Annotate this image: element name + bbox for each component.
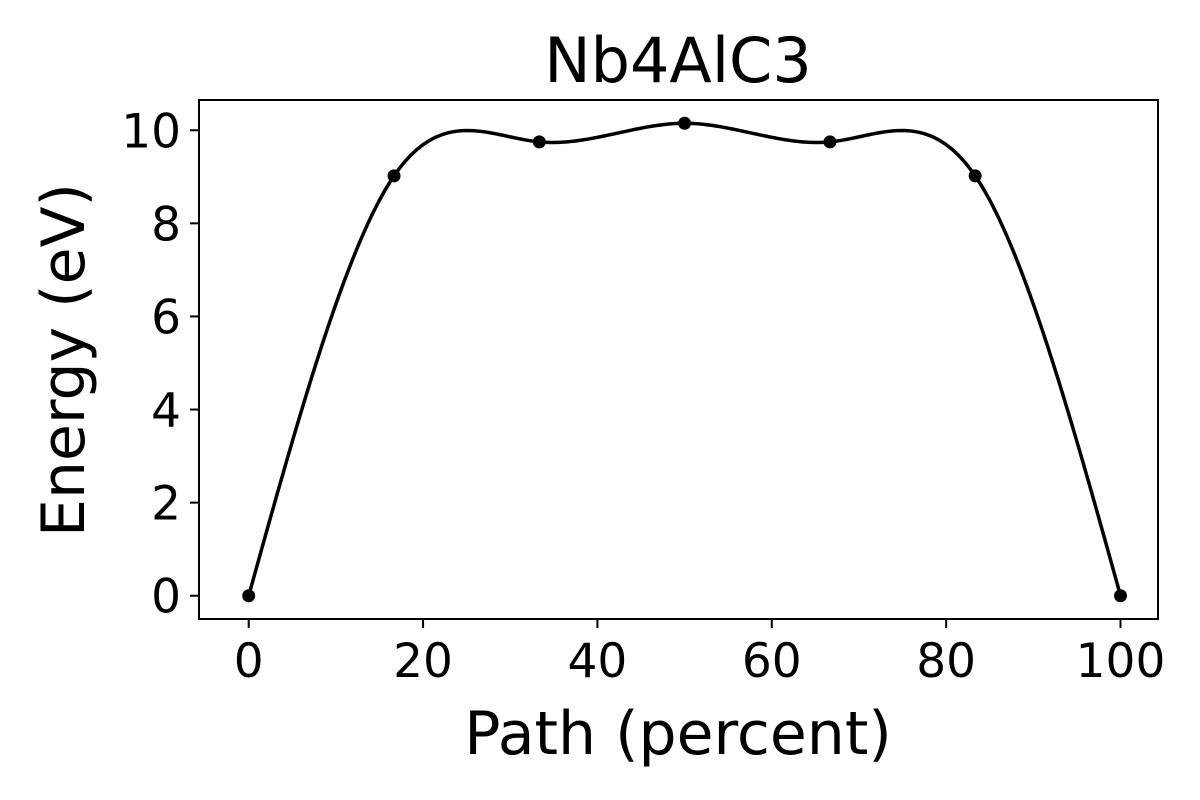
data-point <box>532 135 546 149</box>
y-tick-label: 0 <box>151 570 181 625</box>
data-point <box>242 589 256 603</box>
x-tick-label: 100 <box>1076 634 1166 689</box>
y-tick-label: 10 <box>121 104 181 159</box>
y-tick-label: 8 <box>151 197 181 252</box>
x-axis: 0 20 40 60 80 100 <box>234 619 1166 689</box>
chart-title: Nb4AlC3 <box>544 24 812 97</box>
x-tick-label: 0 <box>234 634 264 689</box>
y-axis: 0 2 4 6 8 10 <box>121 104 199 625</box>
y-tick-label: 2 <box>151 477 181 532</box>
x-tick-label: 60 <box>742 634 802 689</box>
data-point <box>1114 589 1128 603</box>
plot-frame <box>198 99 1159 620</box>
data-point <box>968 169 982 183</box>
data-point <box>823 135 837 149</box>
y-tick-label: 6 <box>151 290 181 345</box>
x-axis-label: Path (percent) <box>464 699 892 769</box>
y-axis-label: Energy (eV) <box>29 183 99 537</box>
energy-curve <box>247 121 1123 597</box>
x-tick-label: 80 <box>916 634 976 689</box>
series-layer <box>242 116 1128 603</box>
data-point <box>387 169 401 183</box>
x-tick-label: 20 <box>393 634 453 689</box>
x-tick-label: 40 <box>568 634 628 689</box>
plot-area: 0 20 40 60 80 100 0 2 4 6 8 10 <box>121 99 1166 689</box>
y-tick-label: 4 <box>151 384 181 439</box>
data-point <box>678 116 692 130</box>
